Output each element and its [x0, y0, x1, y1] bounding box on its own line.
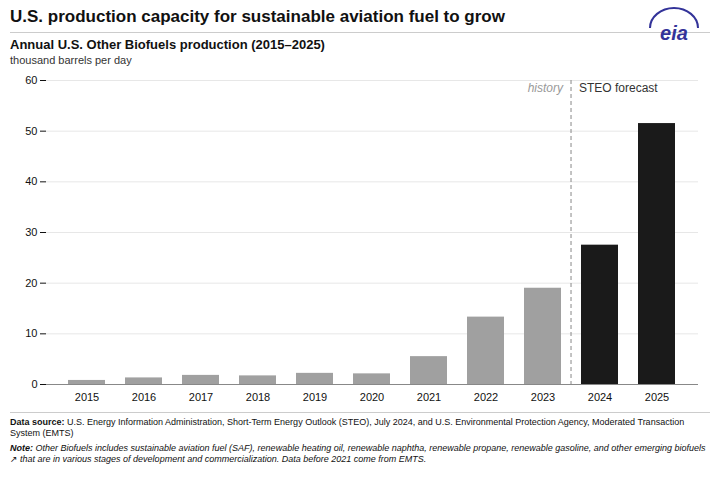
svg-text:0: 0: [31, 378, 37, 390]
svg-text:2021: 2021: [417, 391, 441, 403]
svg-text:2022: 2022: [474, 391, 498, 403]
html-text:thousand barrels per day: thousand barrels per day: [10, 54, 132, 66]
html-text:Data source: U.S. Energy Infor: Data source: U.S. Energy Information Adm…: [10, 417, 685, 438]
svg-text:STEO forecast: STEO forecast: [579, 81, 658, 95]
svg-text:10: 10: [25, 327, 37, 339]
svg-text:50: 50: [25, 125, 37, 137]
svg-text:2024: 2024: [588, 391, 612, 403]
svg-text:history: history: [528, 81, 564, 95]
svg-text:eia: eia: [660, 22, 688, 44]
svg-text:2023: 2023: [531, 391, 555, 403]
svg-text:2020: 2020: [360, 391, 384, 403]
svg-text:2017: 2017: [189, 391, 213, 403]
html-text:U.S. production capacity for s: U.S. production capacity for sustainable…: [10, 7, 505, 26]
html-text:Note: Other Biofuels includes: Note: Other Biofuels includes sustainabl…: [10, 443, 706, 464]
svg-text:40: 40: [25, 175, 37, 187]
svg-text:2019: 2019: [303, 391, 327, 403]
svg-text:2025: 2025: [645, 391, 669, 403]
svg-text:2018: 2018: [246, 391, 270, 403]
svg-text:2015: 2015: [75, 391, 99, 403]
html-text:Annual U.S. Other Biofuels pro: Annual U.S. Other Biofuels production (2…: [10, 37, 325, 52]
svg-text:30: 30: [25, 226, 37, 238]
svg-text:2016: 2016: [132, 391, 156, 403]
svg-text:20: 20: [25, 277, 37, 289]
svg-text:60: 60: [25, 74, 37, 86]
